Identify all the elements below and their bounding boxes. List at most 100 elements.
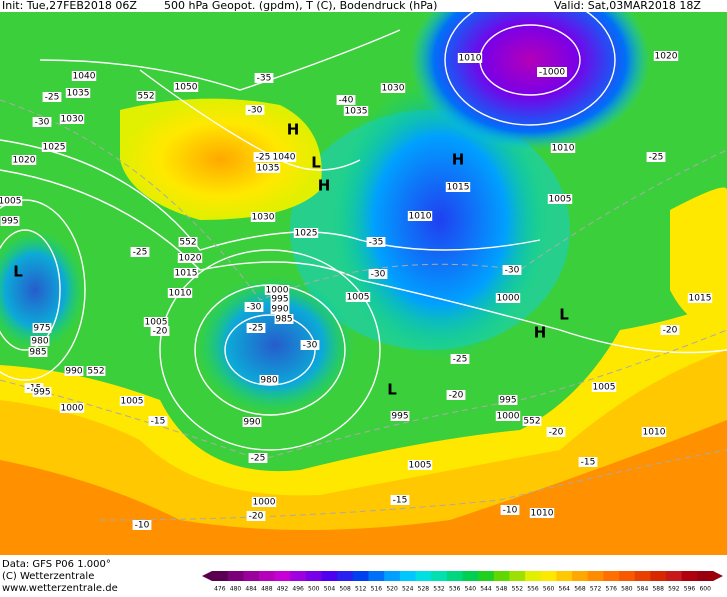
colorbar-arrow <box>202 571 212 581</box>
label-box <box>446 390 466 400</box>
label-box <box>0 196 23 206</box>
colorbar-label: 552 <box>512 586 524 593</box>
colorbar-swatch <box>446 571 463 581</box>
contour-label: 1005 <box>593 383 616 393</box>
label-box <box>368 269 388 279</box>
label-box <box>457 53 483 63</box>
contour-label: 552 <box>137 92 154 102</box>
colorbar-label: 520 <box>386 586 398 593</box>
contour-label: 1010 <box>531 509 554 519</box>
contour-label: -30 <box>248 106 263 116</box>
contour-label: 1000 <box>253 498 276 508</box>
contour-label: 1005 <box>121 397 144 407</box>
label-box <box>270 294 290 304</box>
contour-label: -15 <box>151 417 166 427</box>
contour-label: 995 <box>1 217 18 227</box>
contour-label: 1015 <box>689 294 712 304</box>
contour-label: 980 <box>31 337 48 347</box>
label-box <box>653 51 679 61</box>
warm-area <box>0 420 727 555</box>
colorbar-swatch <box>540 571 557 581</box>
colorbar-swatch <box>634 571 651 581</box>
warm-area <box>670 187 727 330</box>
label-box <box>71 71 97 81</box>
colorbar-swatch <box>368 571 385 581</box>
colorbar-label: 548 <box>496 586 508 593</box>
pressure-center: L <box>13 263 23 281</box>
colorbar-swatch <box>509 571 526 581</box>
contour-label: 1035 <box>345 107 368 117</box>
colorbar-label: 492 <box>277 586 289 593</box>
cold-area <box>330 80 550 360</box>
colorbar-swatch <box>384 571 401 581</box>
contour-label: -35 <box>369 238 384 248</box>
label-box <box>148 416 168 426</box>
label-box <box>65 88 91 98</box>
contour-label: 980 <box>260 376 277 386</box>
colorbar-label: 516 <box>371 586 383 593</box>
contour-label: 1020 <box>655 52 678 62</box>
colorbar-swatch <box>305 571 323 581</box>
colorbar-label: 560 <box>543 586 555 593</box>
colorbar-label: 572 <box>590 586 602 593</box>
colorbar-label: 512 <box>355 586 367 593</box>
label-box <box>32 323 52 333</box>
warm-area <box>120 98 322 220</box>
colorbar-swatch <box>525 571 542 581</box>
label-box <box>173 82 199 92</box>
colorbar-label: 476 <box>214 586 226 593</box>
label-box <box>253 152 273 162</box>
contour-label: 1005 <box>549 195 572 205</box>
contour-label: -35 <box>257 74 272 84</box>
contour-label: -40 <box>339 96 354 106</box>
colorbar-label: 568 <box>574 586 586 593</box>
colorbar-swatch <box>274 571 291 581</box>
colorbar-label: 588 <box>652 586 664 593</box>
label-box <box>143 317 169 327</box>
colorbar-swatch <box>666 571 683 581</box>
contour-label: 1015 <box>447 183 470 193</box>
contour-label: 1005 <box>0 197 21 207</box>
label-box <box>345 292 371 302</box>
colorbar-swatch <box>587 571 604 581</box>
label-box <box>550 143 576 153</box>
contour-label: 995 <box>33 388 50 398</box>
label-box <box>390 495 410 505</box>
colorbar-swatch <box>650 571 667 581</box>
colorbar-label: 540 <box>465 586 477 593</box>
colorbar-swatch <box>243 571 260 581</box>
map-labels: 104010351030-25-30102510201005995L975980… <box>0 51 713 531</box>
label-box <box>178 237 198 247</box>
contour-label: 1035 <box>67 89 90 99</box>
colorbar-label: 532 <box>433 586 445 593</box>
pressure-center: H <box>452 151 465 169</box>
contour-label: -10 <box>135 521 150 531</box>
colorbar-label: 580 <box>621 586 633 593</box>
contour-label: 1000 <box>61 404 84 414</box>
colorbar-label: 508 <box>339 586 351 593</box>
colorbar-swatch <box>290 571 307 581</box>
pressure-center: L <box>387 381 397 399</box>
label-box <box>270 304 290 314</box>
label-box <box>407 211 433 221</box>
colorbar-label: 484 <box>245 586 257 593</box>
contour-label: -15 <box>393 496 408 506</box>
contour-label: -20 <box>153 327 168 337</box>
contour-label: 995 <box>271 295 288 305</box>
colorbar-label: 576 <box>606 586 618 593</box>
contour-label: -25 <box>45 93 60 103</box>
contour-label: 1000 <box>266 286 289 296</box>
contour-label: 1040 <box>73 72 96 82</box>
contour-label: -25 <box>133 248 148 258</box>
contour-label: 1030 <box>252 213 275 223</box>
label-box <box>245 105 265 115</box>
contour-label: -25 <box>649 153 664 163</box>
label-box <box>42 92 62 102</box>
header-bar <box>0 0 727 12</box>
contour-label: 985 <box>275 315 292 325</box>
label-box <box>537 67 567 77</box>
label-box <box>150 326 170 336</box>
label-box <box>502 265 522 275</box>
colorbar-swatch <box>556 571 573 581</box>
